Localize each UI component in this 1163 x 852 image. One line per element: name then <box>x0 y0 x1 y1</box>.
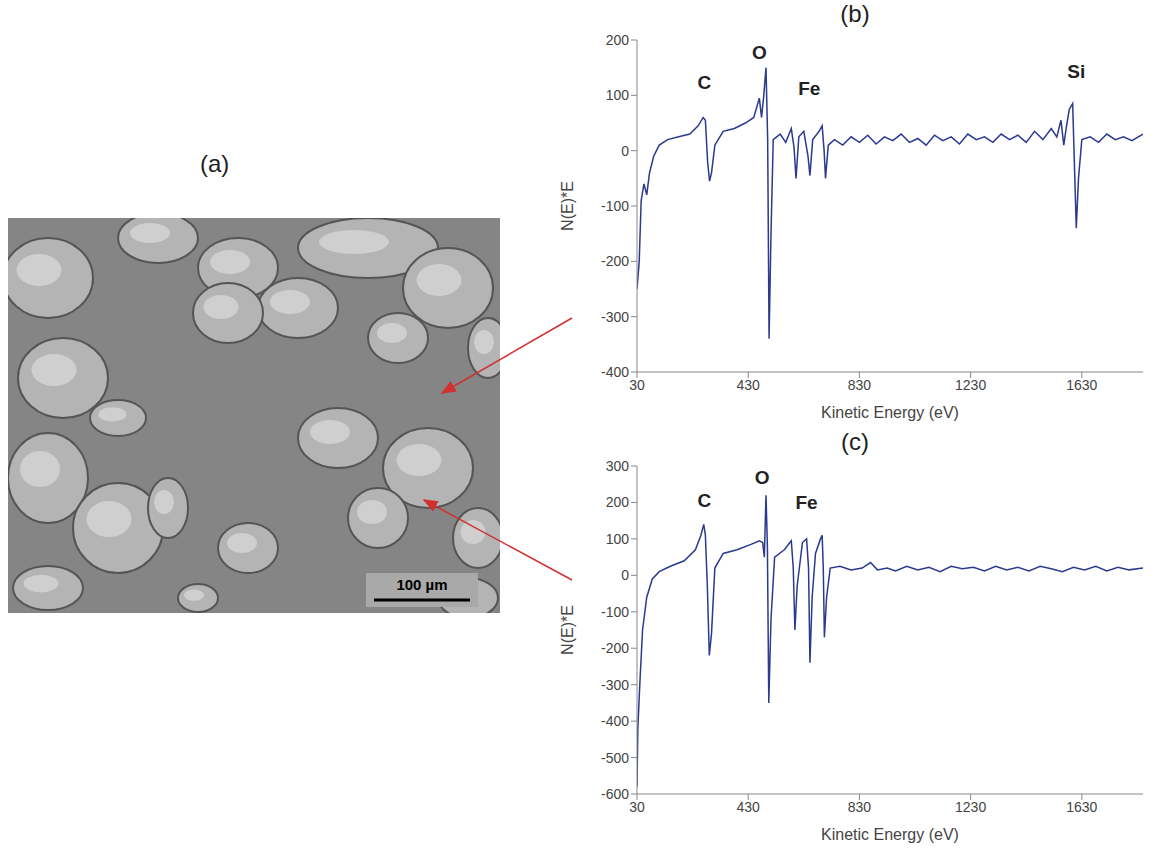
svg-text:C: C <box>697 490 711 511</box>
svg-text:-200: -200 <box>601 640 629 656</box>
svg-text:-300: -300 <box>601 677 629 693</box>
svg-text:100: 100 <box>606 87 630 103</box>
svg-text:-600: -600 <box>601 786 629 802</box>
html-text:(a): (a) <box>200 150 230 177</box>
svg-text:1230: 1230 <box>955 799 986 815</box>
svg-text:O: O <box>752 42 767 63</box>
svg-text:1230: 1230 <box>955 377 986 393</box>
svg-text:430: 430 <box>737 377 761 393</box>
svg-text:300: 300 <box>606 458 630 474</box>
svg-text:N(E)*E: N(E)*E <box>559 605 576 655</box>
svg-text:-100: -100 <box>601 604 629 620</box>
svg-text:30: 30 <box>629 799 645 815</box>
svg-text:830: 830 <box>848 799 872 815</box>
svg-text:Kinetic Energy (eV): Kinetic Energy (eV) <box>821 404 959 421</box>
svg-text:100: 100 <box>606 531 630 547</box>
svg-text:-400: -400 <box>601 364 629 380</box>
svg-text:-400: -400 <box>601 713 629 729</box>
svg-text:N(E)*E: N(E)*E <box>559 181 576 231</box>
svg-text:Fe: Fe <box>798 78 820 99</box>
svg-text:100 µm: 100 µm <box>396 576 447 593</box>
svg-text:O: O <box>755 467 770 488</box>
svg-text:Kinetic Energy (eV): Kinetic Energy (eV) <box>821 826 959 843</box>
svg-text:200: 200 <box>606 494 630 510</box>
svg-text:0: 0 <box>621 567 629 583</box>
svg-text:-500: -500 <box>601 750 629 766</box>
svg-text:-200: -200 <box>601 253 629 269</box>
svg-text:0: 0 <box>621 143 629 159</box>
svg-text:C: C <box>697 72 711 93</box>
svg-text:Fe: Fe <box>795 492 817 513</box>
svg-text:1630: 1630 <box>1066 377 1097 393</box>
svg-text:Si: Si <box>1067 61 1085 82</box>
svg-text:30: 30 <box>629 377 645 393</box>
svg-text:-300: -300 <box>601 309 629 325</box>
svg-text:1630: 1630 <box>1066 799 1097 815</box>
svg-text:830: 830 <box>848 377 872 393</box>
svg-text:-100: -100 <box>601 198 629 214</box>
svg-text:200: 200 <box>606 32 630 48</box>
html-text:(c): (c) <box>841 428 869 455</box>
html-text:(b): (b) <box>840 0 870 27</box>
svg-text:430: 430 <box>737 799 761 815</box>
